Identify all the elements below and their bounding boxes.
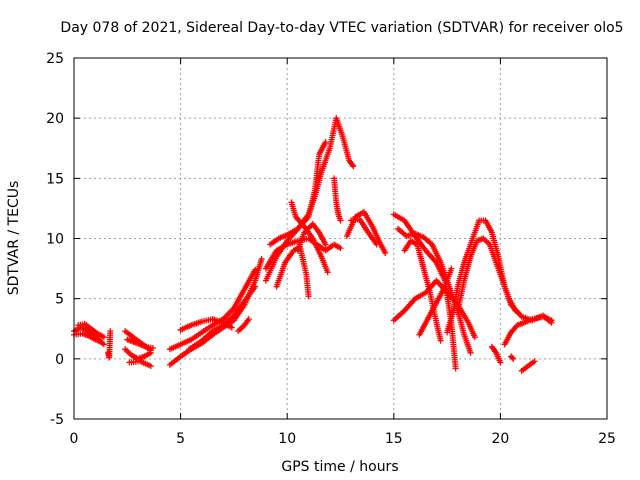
data-point xyxy=(305,293,312,300)
series-s21 xyxy=(343,209,389,256)
data-point xyxy=(252,266,259,273)
points-layer xyxy=(71,115,555,374)
data-point xyxy=(350,163,357,170)
series-s29 xyxy=(454,235,519,314)
data-point xyxy=(531,358,538,365)
data-point xyxy=(509,354,516,361)
data-point xyxy=(324,269,331,276)
data-point xyxy=(512,307,519,314)
data-point xyxy=(497,359,504,366)
series-s26 xyxy=(401,237,444,344)
series-s4 xyxy=(105,328,114,361)
series-s13 xyxy=(235,316,252,335)
y-tick-label: 0 xyxy=(55,352,64,368)
data-point xyxy=(510,355,517,362)
y-tick-label: -5 xyxy=(50,412,64,428)
data-point xyxy=(337,217,344,224)
series-s19 xyxy=(294,221,329,254)
data-point xyxy=(373,241,380,248)
series-s30 xyxy=(488,343,504,366)
chart-title: Day 078 of 2021, Sidereal Day-to-day VTE… xyxy=(60,20,623,36)
data-point xyxy=(245,316,252,323)
y-tick-label: 5 xyxy=(55,292,64,308)
data-point xyxy=(228,324,235,331)
data-point xyxy=(467,349,474,356)
data-point xyxy=(100,334,107,341)
series-s14 xyxy=(262,115,357,284)
series-s8 xyxy=(126,358,154,370)
series-s33 xyxy=(508,353,517,362)
data-point xyxy=(258,255,265,262)
ticks-layer: 0 5 10 15 20 25 -5 0 5 10 15 20 25 xyxy=(46,51,616,447)
grid-layer xyxy=(74,58,607,419)
x-tick-label: 5 xyxy=(176,431,185,447)
data-point xyxy=(448,265,455,272)
data-point xyxy=(337,245,344,252)
series-s12 xyxy=(186,283,259,353)
data-point xyxy=(471,334,478,341)
y-tick-label: 25 xyxy=(46,51,64,67)
data-point xyxy=(452,365,459,372)
data-point xyxy=(149,345,156,352)
data-point xyxy=(548,317,555,324)
series-s10 xyxy=(166,266,259,353)
series-s2 xyxy=(75,320,107,341)
data-point xyxy=(107,328,114,335)
data-point xyxy=(382,249,389,256)
x-tick-label: 25 xyxy=(598,431,616,447)
data-point xyxy=(98,338,105,345)
x-tick-label: 10 xyxy=(278,431,296,447)
data-point xyxy=(322,241,329,248)
series-s7 xyxy=(124,336,156,352)
data-point xyxy=(147,349,154,356)
x-tick-label: 0 xyxy=(70,431,79,447)
data-point xyxy=(322,139,329,146)
y-axis-label: SDTVAR / TECUs xyxy=(6,181,22,296)
series-s11 xyxy=(177,316,235,333)
x-tick-label: 20 xyxy=(491,431,509,447)
series-s27 xyxy=(416,265,455,338)
data-point xyxy=(252,283,259,290)
data-point xyxy=(147,363,154,370)
x-axis-label: GPS time / hours xyxy=(281,459,398,475)
y-tick-label: 20 xyxy=(46,111,64,127)
series-s9 xyxy=(166,255,265,368)
data-point xyxy=(437,337,444,344)
y-tick-label: 10 xyxy=(46,232,64,248)
series-s3 xyxy=(71,330,105,345)
series-s20 xyxy=(331,175,344,224)
y-tick-label: 15 xyxy=(46,171,64,187)
x-tick-label: 15 xyxy=(385,431,403,447)
series-s22 xyxy=(348,216,380,248)
series-s32 xyxy=(518,358,538,374)
series-s31 xyxy=(501,313,555,348)
